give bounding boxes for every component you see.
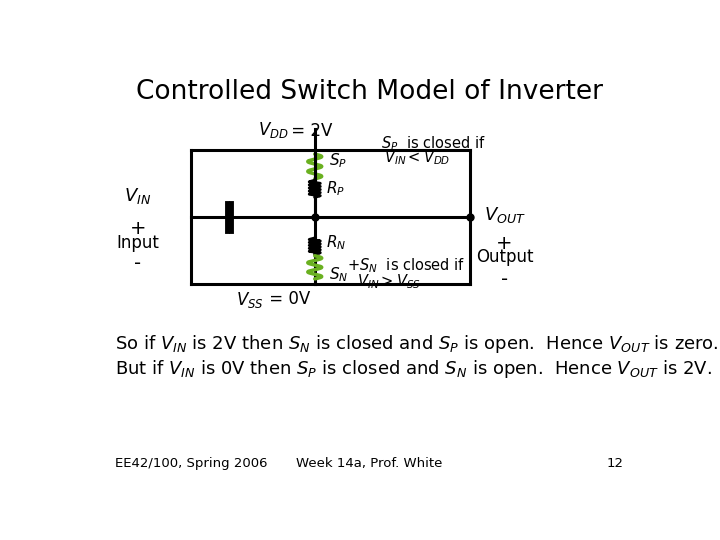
- Text: = 0V: = 0V: [264, 291, 310, 308]
- Text: $V_{IN}$: $V_{IN}$: [125, 186, 152, 206]
- Text: $V_{DD}$: $V_{DD}$: [258, 120, 289, 140]
- Text: $R_N$: $R_N$: [326, 233, 346, 252]
- Text: = 2V: = 2V: [286, 122, 333, 140]
- Text: $V_{SS}$: $V_{SS}$: [235, 291, 264, 310]
- Text: Week 14a, Prof. White: Week 14a, Prof. White: [296, 457, 442, 470]
- Text: -: -: [501, 269, 508, 288]
- Text: $V_{IN} > V_{SS}$: $V_{IN} > V_{SS}$: [357, 272, 421, 291]
- Text: -: -: [135, 254, 142, 273]
- Text: Output: Output: [476, 248, 534, 266]
- Text: So if $V_{IN}$ is 2V then $S_N$ is closed and $S_P$ is open.  Hence $V_{OUT}$ is: So if $V_{IN}$ is 2V then $S_N$ is close…: [114, 333, 719, 355]
- Text: EE42/100, Spring 2006: EE42/100, Spring 2006: [114, 457, 267, 470]
- Text: $S_N$: $S_N$: [329, 266, 348, 285]
- Text: +: +: [496, 234, 513, 253]
- Text: $V_{OUT}$: $V_{OUT}$: [484, 205, 526, 225]
- Text: +: +: [130, 219, 146, 238]
- Text: Controlled Switch Model of Inverter: Controlled Switch Model of Inverter: [135, 79, 603, 105]
- Text: Input: Input: [117, 234, 160, 252]
- Text: $+S_N$  is closed if: $+S_N$ is closed if: [347, 256, 466, 275]
- Text: $V_{IN} < V_{DD}$: $V_{IN} < V_{DD}$: [384, 148, 451, 166]
- Text: $S_P$  is closed if: $S_P$ is closed if: [381, 134, 485, 153]
- Text: But if $V_{IN}$ is 0V then $S_P$ is closed and $S_N$ is open.  Hence $V_{OUT}$ i: But if $V_{IN}$ is 0V then $S_P$ is clos…: [114, 358, 712, 380]
- Text: $S_P$: $S_P$: [329, 151, 347, 170]
- Text: 12: 12: [606, 457, 624, 470]
- Text: $R_P$: $R_P$: [326, 179, 346, 198]
